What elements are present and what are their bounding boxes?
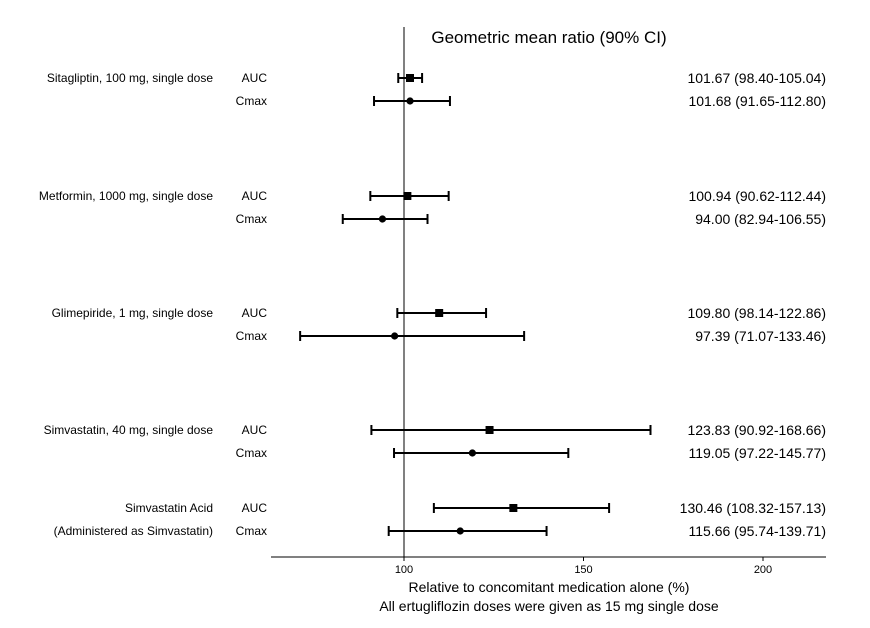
point-estimate-square: [509, 504, 518, 512]
group-3: Glimepiride, 1 mg, single dose AUC 109.80 …: [52, 305, 826, 344]
point-estimate-square: [403, 192, 412, 200]
group-label: Metformin, 1000 mg, single dose: [39, 189, 213, 203]
footnote: All ertugliflozin doses were given as 15…: [379, 598, 719, 614]
x-tick-label: 100: [395, 564, 413, 576]
x-axis-label: Relative to concomitant medication alone…: [409, 579, 690, 595]
metric-label: Cmax: [236, 446, 267, 460]
ci-text: 101.67 (98.40-105.04): [687, 70, 826, 86]
point-estimate-circle: [391, 332, 399, 340]
point-estimate-square: [435, 309, 444, 317]
group-label: Glimepiride, 1 mg, single dose: [52, 306, 214, 320]
group-label: Sitagliptin, 100 mg, single dose: [47, 71, 213, 85]
group-2: Metformin, 1000 mg, single dose AUC 100.94…: [39, 188, 826, 227]
x-axis: 100 150 200: [271, 556, 826, 576]
ci-text: 94.00 (82.94-106.55): [695, 211, 826, 227]
point-estimate-circle: [378, 215, 387, 223]
ci-text: 123.83 (90.92-168.66): [687, 422, 826, 438]
metric-label: Cmax: [236, 212, 267, 226]
metric-label: AUC: [242, 501, 268, 515]
point-estimate-square: [405, 74, 414, 82]
point-estimate-circle: [468, 449, 476, 457]
group-1: Sitagliptin, 100 mg, single dose AUC 101.6…: [47, 70, 826, 109]
group-label: Simvastatin, 40 mg, single dose: [44, 423, 214, 437]
metric-label: AUC: [242, 306, 268, 320]
metric-label: AUC: [242, 189, 268, 203]
ci-text: 119.05 (97.22-145.77): [688, 445, 826, 461]
metric-label: AUC: [242, 423, 268, 437]
point-estimate-circle: [406, 97, 414, 105]
ci-text: 97.39 (71.07-133.46): [695, 328, 826, 344]
ci-text: 109.80 (98.14-122.86): [687, 305, 826, 321]
metric-label: Cmax: [236, 524, 267, 538]
metric-label: AUC: [242, 71, 268, 85]
ci-text: 100.94 (90.62-112.44): [688, 188, 826, 204]
rows-layer: Sitagliptin, 100 mg, single dose AUC 101.6…: [39, 27, 826, 557]
group-label: Simvastatin Acid: [125, 501, 213, 515]
chart-title: Geometric mean ratio (90% CI): [431, 28, 666, 47]
x-tick-label: 150: [574, 564, 592, 576]
ci-text: 115.66 (95.74-139.71): [688, 523, 826, 539]
metric-label: Cmax: [236, 329, 267, 343]
point-estimate-square: [485, 426, 494, 434]
ci-text: 101.68 (91.65-112.80): [688, 93, 826, 109]
x-tick-label: 200: [754, 564, 772, 576]
group-5: Simvastatin Acid (Administered as Simvast…: [54, 500, 826, 539]
group-4: Simvastatin, 40 mg, single dose AUC 123.83…: [44, 422, 826, 461]
metric-label: Cmax: [236, 94, 267, 108]
ci-text: 130.46 (108.32-157.13): [680, 500, 826, 516]
group-sublabel: (Administered as Simvastatin): [54, 524, 213, 538]
point-estimate-circle: [456, 527, 464, 535]
